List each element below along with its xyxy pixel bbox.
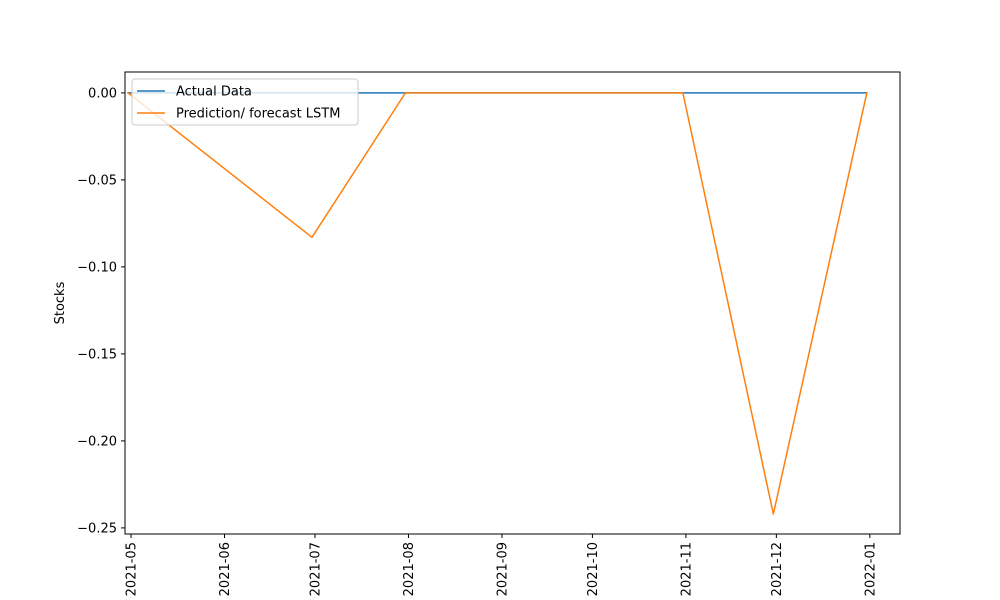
plot-area: [125, 72, 900, 534]
x-tick-label: 2021-08: [402, 542, 417, 596]
series-line-2: [126, 91, 868, 515]
x-tick-label: 2021-09: [495, 542, 510, 596]
y-tick-label: −0.10: [77, 260, 117, 275]
y-axis-label: Stocks: [53, 281, 68, 324]
x-tick-label: 2021-12: [770, 542, 785, 596]
x-tick-label: 2021-10: [586, 542, 601, 596]
y-tick-label: −0.20: [77, 434, 117, 449]
x-tick-label: 2021-05: [125, 542, 140, 596]
x-tick-label: 2021-06: [218, 542, 233, 596]
y-tick-label: −0.25: [77, 521, 117, 536]
legend: Actual Data Prediction/ forecast LSTM: [131, 78, 359, 126]
y-tick-label: −0.15: [77, 347, 117, 362]
legend-label-2: Prediction/ forecast LSTM: [176, 107, 340, 122]
x-axis: 2021-05 2021-06 2021-07 2021-08 2021-09 2021-…: [125, 534, 878, 596]
y-tick-label: 0.00: [88, 86, 117, 101]
x-tick-label: 2021-11: [679, 542, 694, 596]
x-tick-label: 2021-07: [308, 542, 323, 596]
plot-frame: [124, 71, 901, 535]
legend-label-1: Actual Data: [176, 85, 252, 100]
y-axis: 0.00 −0.05 −0.10 −0.15 −0.20 −0.25: [77, 86, 125, 536]
y-tick-label: −0.05: [77, 173, 117, 188]
legend-box: [131, 78, 359, 126]
x-tick-label: 2022-01: [863, 542, 878, 596]
